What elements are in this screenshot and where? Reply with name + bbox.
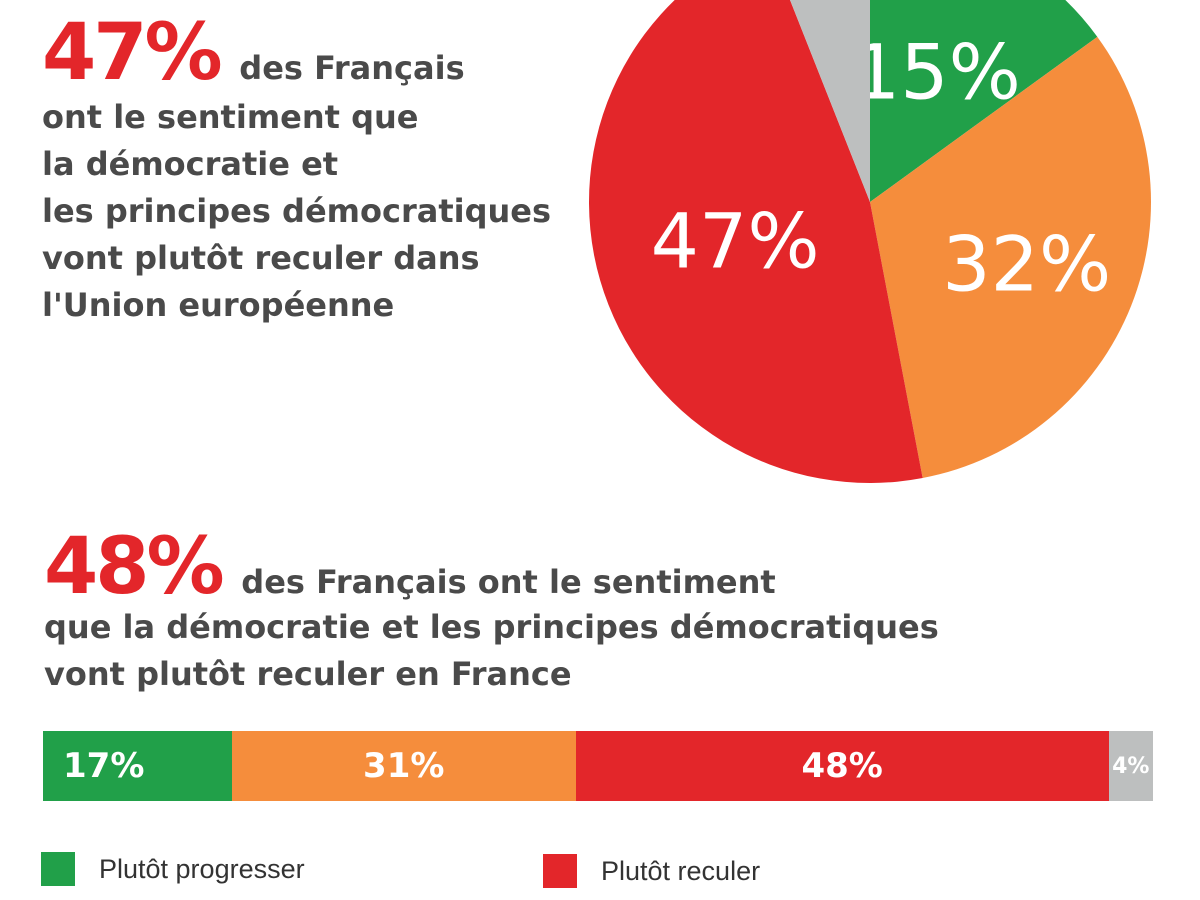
legend-item-reculer: Plutôt reculer [543, 854, 760, 888]
pie-slice [870, 36, 1151, 479]
bar-segment-label: 4% [1112, 753, 1150, 779]
headline-france-line: des Français ont le sentiment [241, 563, 776, 601]
bar-segment-label: 17% [63, 746, 145, 786]
legend-item-progresser: Plutôt progresser [41, 852, 305, 886]
bar-segment: 17% [43, 731, 232, 801]
headline-eu-line: vont plutôt reculer dans [42, 239, 480, 277]
legend-label-reculer: Plutôt reculer [601, 855, 761, 886]
headline-eu-line: la démocratie et [42, 145, 339, 183]
legend-swatch-progresser [41, 852, 75, 886]
bar-segment-label: 31% [363, 746, 445, 786]
bar-segment: 31% [231, 731, 576, 801]
headline-eu: 47% des Français [42, 8, 465, 98]
headline-france-percent: 48% [44, 522, 225, 612]
pie-slice [589, 0, 923, 483]
headline-eu-line: l'Union européenne [42, 286, 395, 324]
pie-slice-label: 15% [852, 27, 1021, 116]
headline-eu-line: les principes démocratiques [42, 192, 552, 230]
pie-slice-label: 47% [651, 197, 820, 286]
headline-france-line: que la démocratie et les principes démoc… [44, 608, 939, 646]
legend-swatch-reculer [543, 854, 577, 888]
headline-eu-line: des Français [239, 49, 465, 87]
headline-eu-line: ont le sentiment que [42, 98, 419, 136]
headline-eu-percent: 47% [42, 8, 223, 98]
pie-chart: 15% 32% 47% [589, 0, 1151, 483]
stacked-bar-chart: 17% 31% 48% 4% [43, 731, 1153, 801]
pie-slice [870, 0, 1098, 202]
bar-segment: 4% [1108, 731, 1153, 801]
legend-label-progresser: Plutôt progresser [99, 853, 305, 884]
headline-france: 48% des Français ont le sentiment [44, 522, 776, 612]
headline-eu-body: ont le sentiment que la démocratie et le… [42, 94, 551, 329]
headline-france-line: vont plutôt reculer en France [44, 655, 572, 693]
pie-slice-label: 32% [942, 220, 1111, 309]
headline-france-body: que la démocratie et les principes démoc… [44, 604, 939, 698]
bar-segment-label: 48% [801, 746, 883, 786]
bar-segment: 48% [575, 731, 1109, 801]
